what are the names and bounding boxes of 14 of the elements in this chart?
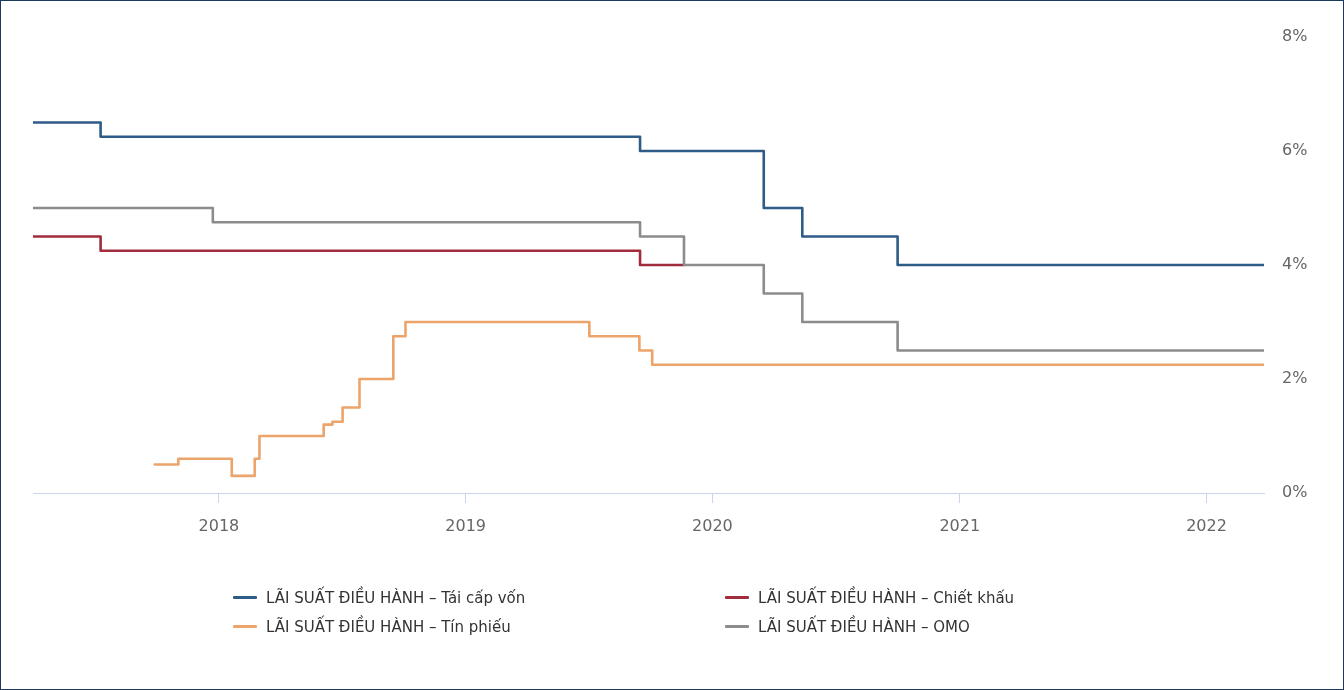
y-tick-label: 2% [1282, 368, 1308, 388]
x-tick-label: 2022 [1186, 515, 1227, 535]
x-tick-label: 2018 [198, 515, 240, 535]
y-tick-label: 4% [1282, 254, 1308, 274]
legend-label: LÃI SUẤT ĐIỀU HÀNH – Tái cấp vốn [266, 588, 526, 607]
legend-label: LÃI SUẤT ĐIỀU HÀNH – Chiết khấu [758, 588, 1015, 607]
x-tick-label: 2021 [939, 515, 981, 535]
x-tick-label: 2019 [445, 515, 486, 535]
y-tick-label: 6% [1282, 140, 1308, 160]
x-tick-label: 2020 [692, 515, 733, 535]
y-tick-label: 8% [1282, 26, 1308, 46]
legend-label: LÃI SUẤT ĐIỀU HÀNH – Tín phiếu [266, 617, 511, 636]
y-tick-label: 0% [1282, 482, 1308, 502]
legend-label: LÃI SUẤT ĐIỀU HÀNH – OMO [758, 617, 970, 636]
